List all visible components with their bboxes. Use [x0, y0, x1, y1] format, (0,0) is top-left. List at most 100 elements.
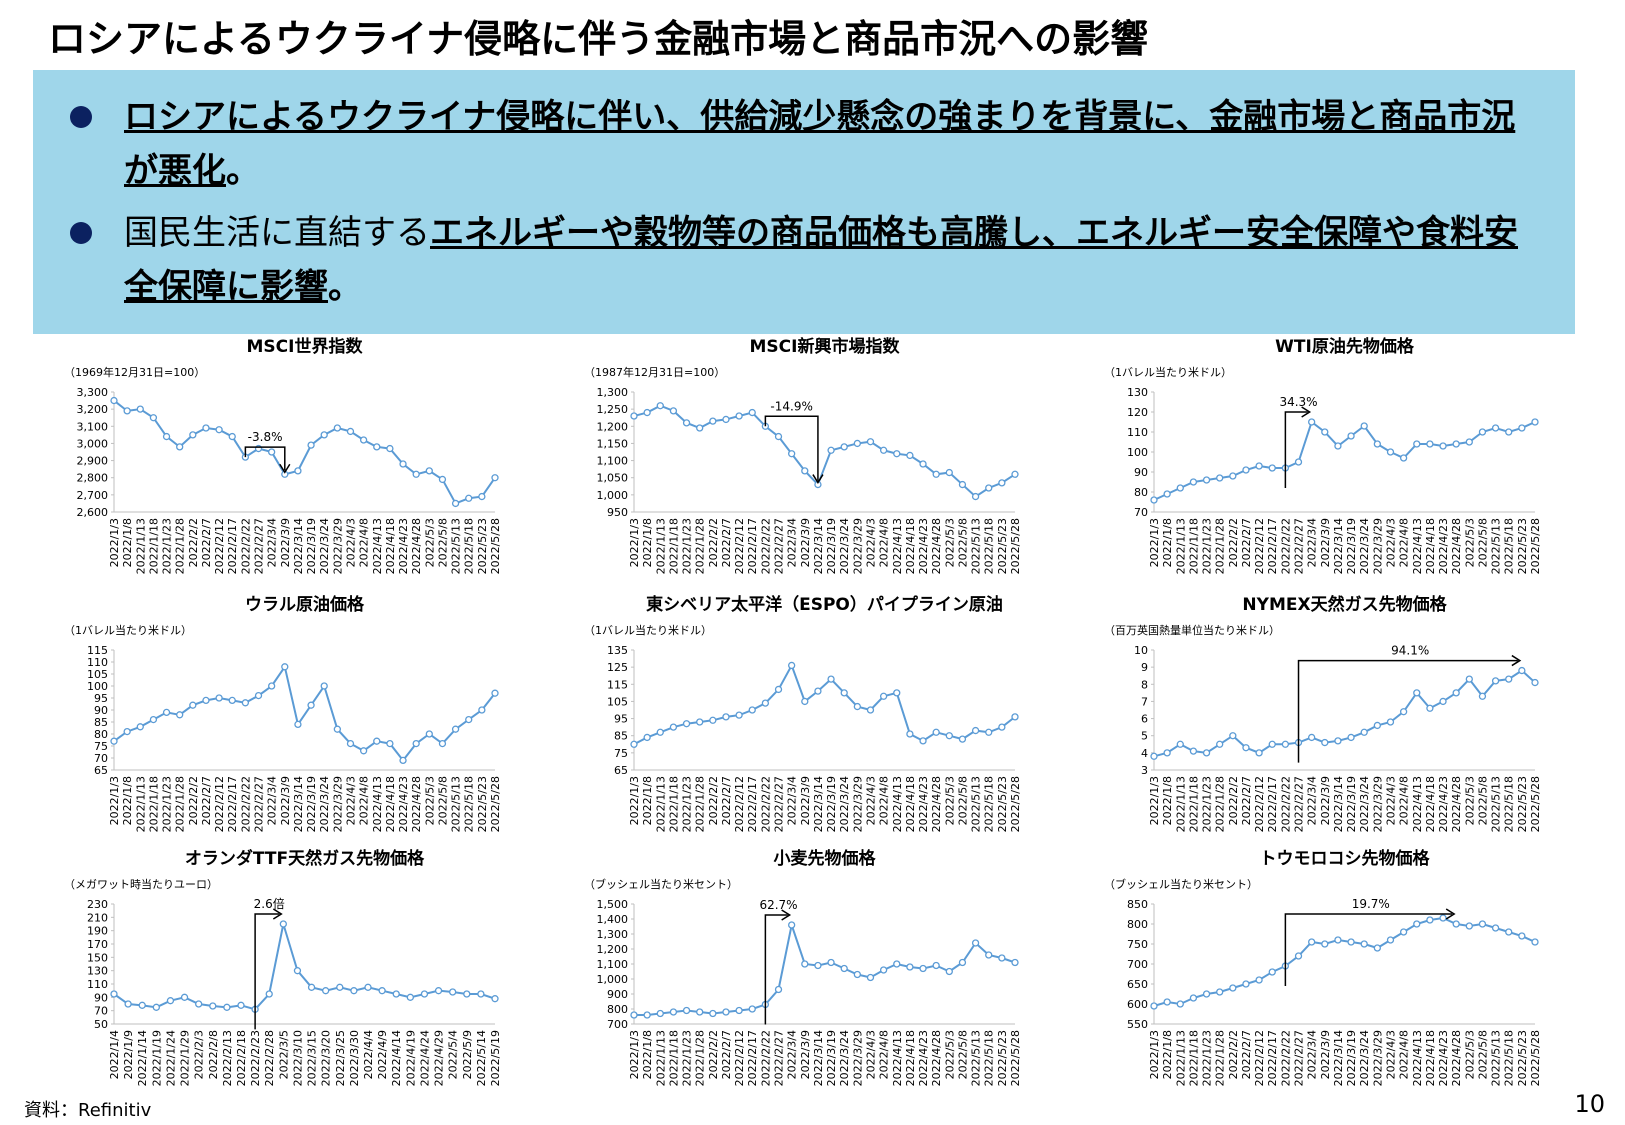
x-tick-label: 2022/1/8	[641, 1030, 654, 1079]
data-point	[136, 405, 144, 413]
data-point	[643, 408, 651, 417]
data-point	[1189, 994, 1198, 1002]
data-point	[149, 414, 158, 422]
annotation: -3.8%	[244, 430, 291, 474]
y-tick-label: 170	[87, 938, 108, 951]
data-point	[202, 424, 210, 432]
x-tick-label: 2022/3/4	[786, 776, 799, 825]
x-tick-label: 2022/1/3	[1148, 1030, 1161, 1079]
x-tick-label: 2022/3/10	[291, 1030, 304, 1086]
x-tick-label: 2022/5/23	[996, 518, 1009, 574]
data-point	[202, 696, 210, 705]
data-point	[1202, 990, 1211, 998]
x-tick-label: 2022/1/8	[641, 776, 654, 825]
annotation: 62.7%	[759, 898, 798, 1025]
arrow-head	[812, 474, 824, 484]
x-tick-label: 2022/2/2	[187, 776, 200, 825]
x-tick-label: 2022/3/30	[348, 1030, 361, 1086]
data-point	[180, 993, 189, 1001]
bullet: 国民生活に直結するエネルギーや穀物等の商品価格も高騰し、エネルギー安全保障や食料…	[68, 206, 1538, 314]
data-point	[1505, 675, 1513, 683]
x-tick-label: 2022/1/23	[161, 518, 174, 574]
data-point	[919, 460, 927, 468]
data-point	[110, 990, 118, 998]
bullet-emphasis: ロシアによるウクライナ侵略に伴い、供給減少懸念の強まりを背景に、金融市場と商品市…	[124, 97, 1516, 191]
y-tick-label: 6	[1141, 713, 1148, 726]
data-point	[1386, 448, 1395, 456]
x-tick-label: 2022/1/28	[694, 518, 707, 574]
data-point	[945, 468, 953, 477]
data-point	[879, 966, 888, 974]
data-point	[1308, 733, 1316, 742]
x-tick-label: 2022/3/9	[279, 776, 292, 825]
x-tick-label: 2022/3/29	[1371, 1030, 1384, 1086]
data-point	[958, 735, 967, 743]
x-tick-label: 2022/3/9	[1319, 1030, 1332, 1079]
data-point	[1255, 976, 1263, 984]
x-tick-label: 2022/1/13	[654, 776, 667, 832]
x-tick-label: 2022/2/17	[1266, 776, 1279, 832]
data-point	[669, 1008, 678, 1016]
chart-title: NYMEX天然ガス先物価格	[1242, 594, 1447, 615]
unit-label: （百万英国熱量単位当たり米ドル）	[1104, 623, 1280, 637]
data-point	[985, 951, 993, 959]
data-point	[1373, 440, 1381, 448]
x-tick-label: 2022/5/23	[476, 518, 489, 574]
data-point	[1439, 697, 1447, 706]
data-point	[1163, 490, 1171, 498]
x-tick-label: 2022/5/18	[1503, 518, 1516, 574]
x-tick-label: 2022/3/15	[306, 1030, 319, 1086]
x-tick-label: 2022/5/18	[1503, 1030, 1516, 1086]
x-tick-label: 2022/4/13	[371, 776, 384, 832]
y-tick-label: 800	[1127, 918, 1148, 931]
y-tick-label: 100	[87, 680, 108, 693]
x-tick-label: 2022/1/13	[1174, 776, 1187, 832]
data-point	[359, 436, 368, 444]
chart-title: WTI原油先物価格	[1275, 336, 1415, 357]
x-tick-label: 2022/4/8	[878, 518, 891, 567]
data-point	[1268, 740, 1276, 748]
x-tick-label: 2022/5/28	[1009, 518, 1022, 574]
data-point	[1360, 422, 1368, 430]
x-tick-label: 2022/1/13	[1174, 518, 1187, 574]
x-tick-label: 2022/4/18	[384, 776, 397, 832]
y-tick-label: 120	[1127, 406, 1148, 419]
y-tick-label: 550	[1127, 1018, 1148, 1031]
annotation: 94.1%	[1297, 644, 1522, 763]
x-tick-label: 2022/5/8	[956, 1030, 969, 1079]
y-tick-label: 130	[1127, 386, 1148, 399]
x-tick-label: 2022/5/3	[1463, 776, 1476, 825]
x-tick-label: 2022/5/18	[463, 518, 476, 574]
data-point	[1011, 470, 1019, 478]
data-point	[814, 961, 822, 970]
data-point	[336, 983, 344, 991]
x-tick-label: 2022/3/4	[266, 518, 279, 567]
x-tick-label: 2022/3/29	[851, 1030, 864, 1086]
x-tick-label: 2022/1/13	[134, 518, 147, 574]
annotation: 2.6倍	[254, 896, 285, 1030]
data-point	[1426, 916, 1434, 924]
y-tick-label: 650	[1127, 978, 1148, 991]
annotation-arrow	[244, 446, 286, 471]
data-point	[162, 708, 171, 717]
data-point	[1321, 738, 1329, 747]
data-point	[696, 1008, 704, 1016]
x-tick-label: 2022/2/12	[1253, 518, 1266, 574]
x-tick-label: 2022/1/24	[164, 1030, 177, 1086]
data-point	[465, 494, 473, 502]
data-point	[189, 701, 197, 709]
x-tick-label: 2022/3/19	[825, 518, 838, 574]
annotation-label: 34.3%	[1279, 395, 1317, 409]
data-point	[1439, 442, 1447, 450]
data-point	[373, 443, 381, 451]
bullet-emphasis: エネルギーや穀物等の商品価格も高騰し、エネルギー安全保障や食料安全保障に影響	[124, 213, 1518, 307]
data-point	[1294, 952, 1303, 960]
data-point	[827, 958, 835, 967]
x-tick-label: 2022/4/3	[864, 518, 877, 567]
data-point	[149, 715, 158, 724]
y-tick-label: 1,250	[597, 403, 629, 416]
unit-label: （ブッシェル当たり米セント）	[584, 877, 738, 891]
x-tick-label: 2022/2/22	[1279, 518, 1292, 574]
x-tick-label: 2022/5/23	[996, 1030, 1009, 1086]
